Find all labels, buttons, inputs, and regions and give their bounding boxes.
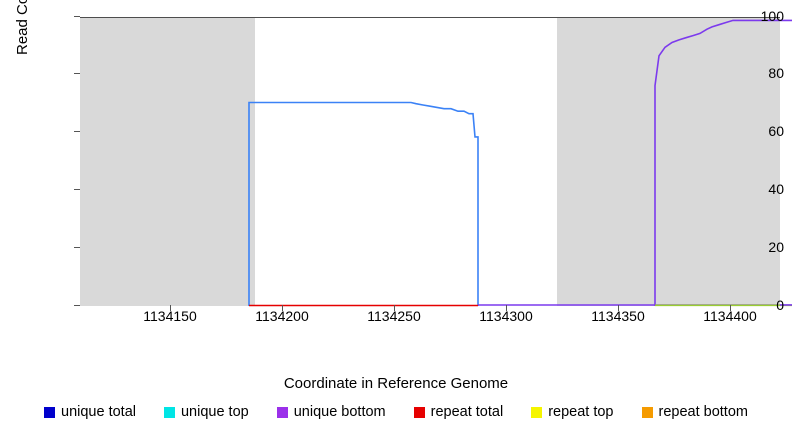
y-tick-label-80: 80	[768, 65, 784, 81]
legend-label-unique-bottom: unique bottom	[294, 404, 386, 420]
legend-swatch-unique-total	[44, 407, 55, 418]
legend-row: unique total unique top unique bottom re…	[0, 400, 792, 424]
x-tick-label-1134400: 1134400	[703, 308, 756, 324]
y-tick-mark-80	[74, 73, 80, 74]
x-axis-label: Coordinate in Reference Genome	[284, 375, 508, 392]
legend-item-unique-total[interactable]: unique total	[44, 404, 136, 420]
y-tick-label-20: 20	[768, 239, 784, 255]
legend-item-repeat-bottom[interactable]: repeat bottom	[642, 404, 748, 420]
y-tick-mark-100	[74, 16, 80, 17]
legend-swatch-repeat-top	[531, 407, 542, 418]
y-tick-mark-40	[74, 189, 80, 190]
y-tick-mark-20	[74, 247, 80, 248]
x-tick-label-1134150: 1134150	[143, 308, 196, 324]
legend-label-repeat-total: repeat total	[431, 404, 504, 420]
plot-area	[80, 17, 780, 305]
legend-item-unique-top[interactable]: unique top	[164, 404, 249, 420]
y-axis-label: Read Coverage Depth	[14, 0, 31, 55]
legend-label-repeat-top: repeat top	[548, 404, 613, 420]
unique-bottom-right-series	[655, 20, 792, 306]
legend-swatch-unique-bottom	[277, 407, 288, 418]
legend-label-repeat-bottom: repeat bottom	[659, 404, 748, 420]
legend-item-repeat-top[interactable]: repeat top	[531, 404, 613, 420]
legend-item-unique-bottom[interactable]: unique bottom	[277, 404, 386, 420]
x-tick-label-1134200: 1134200	[255, 308, 308, 324]
legend-label-unique-top: unique top	[181, 404, 249, 420]
y-tick-label-60: 60	[768, 123, 784, 139]
y-tick-label-0: 0	[776, 297, 784, 313]
x-tick-label-1134300: 1134300	[479, 308, 532, 324]
legend-swatch-unique-top	[164, 407, 175, 418]
y-tick-mark-0	[74, 305, 80, 306]
x-tick-label-1134250: 1134250	[367, 308, 420, 324]
legend-swatch-repeat-bottom	[642, 407, 653, 418]
y-tick-label-40: 40	[768, 181, 784, 197]
legend-item-repeat-total[interactable]: repeat total	[414, 404, 504, 420]
legend-label-unique-total: unique total	[61, 404, 136, 420]
chart-root: Read Coverage Depth 0 20 40 60 80 100 11…	[0, 0, 792, 432]
legend-swatch-repeat-total	[414, 407, 425, 418]
unique-top-left-series	[249, 103, 478, 307]
y-tick-label-100: 100	[761, 8, 784, 24]
coverage-line-svg	[80, 18, 780, 306]
y-tick-mark-60	[74, 131, 80, 132]
x-tick-label-1134350: 1134350	[591, 308, 644, 324]
